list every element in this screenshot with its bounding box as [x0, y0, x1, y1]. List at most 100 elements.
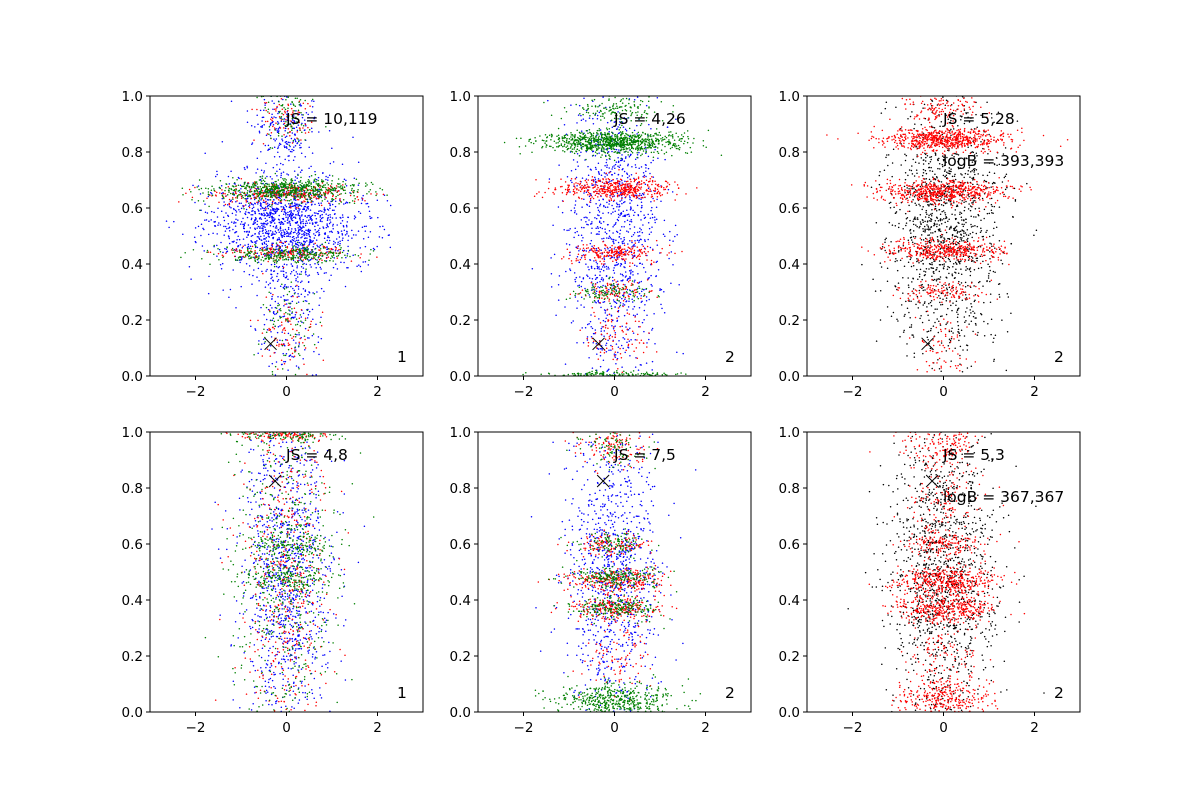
data-point — [313, 343, 316, 346]
data-point — [637, 235, 640, 237]
data-point — [225, 195, 227, 197]
data-point — [260, 239, 263, 241]
data-point — [287, 369, 289, 371]
data-point — [269, 225, 272, 227]
data-point — [617, 174, 620, 176]
data-point — [317, 256, 320, 259]
data-point — [277, 295, 279, 298]
data-point — [313, 194, 315, 197]
data-point — [224, 225, 227, 228]
data-point — [332, 189, 335, 191]
data-point — [313, 190, 315, 192]
data-point — [651, 226, 653, 228]
data-point — [247, 255, 250, 258]
data-point — [589, 259, 592, 261]
data-point — [287, 96, 289, 99]
data-point — [387, 234, 390, 236]
data-point — [609, 180, 611, 182]
data-point — [317, 189, 319, 192]
data-point — [312, 292, 314, 294]
data-point — [304, 222, 307, 225]
data-point — [259, 178, 262, 181]
data-point — [364, 245, 367, 248]
data-point — [291, 189, 294, 192]
data-point — [280, 201, 282, 203]
data-point — [339, 248, 342, 251]
data-point — [604, 182, 606, 185]
data-point — [325, 197, 327, 199]
data-point — [265, 230, 268, 233]
data-point — [285, 142, 288, 145]
data-point — [625, 195, 627, 198]
data-point — [300, 236, 302, 239]
data-point — [666, 185, 668, 188]
data-point — [282, 178, 284, 180]
data-point — [663, 291, 665, 293]
data-point — [319, 266, 322, 269]
data-point — [296, 198, 299, 201]
data-point — [261, 224, 263, 227]
data-point — [349, 194, 352, 197]
data-point — [279, 250, 281, 252]
data-point — [288, 306, 290, 309]
data-point — [616, 280, 619, 282]
data-point — [263, 195, 266, 197]
data-point — [281, 217, 284, 220]
data-point — [269, 249, 272, 251]
data-point — [605, 189, 607, 191]
data-point — [612, 225, 614, 228]
data-point — [198, 179, 201, 181]
data-point — [319, 249, 321, 252]
data-point — [347, 266, 349, 269]
data-point — [363, 225, 366, 228]
data-point — [375, 194, 377, 197]
data-point — [626, 279, 629, 281]
data-point — [284, 209, 286, 211]
data-point — [216, 173, 218, 176]
data-point — [312, 333, 315, 335]
data-point — [265, 162, 267, 164]
data-point — [631, 298, 633, 300]
data-point — [301, 196, 304, 198]
data-point — [277, 135, 280, 137]
data-point — [294, 176, 297, 178]
data-point — [340, 188, 342, 190]
data-point — [291, 179, 294, 182]
data-point — [211, 194, 214, 196]
data-point — [310, 215, 312, 217]
data-point — [216, 244, 218, 247]
data-point — [246, 253, 249, 255]
data-point — [579, 186, 582, 189]
data-point — [369, 253, 371, 255]
data-point — [282, 186, 284, 188]
data-point — [279, 110, 281, 113]
data-point — [591, 245, 593, 248]
data-point — [193, 236, 196, 238]
data-point — [271, 216, 274, 218]
data-point — [272, 120, 274, 123]
data-point — [369, 189, 372, 191]
data-point — [624, 185, 626, 187]
data-point — [618, 166, 621, 169]
data-point — [576, 192, 578, 194]
data-point — [298, 334, 300, 336]
data-point — [630, 173, 633, 176]
data-point — [314, 195, 316, 198]
data-point — [586, 323, 589, 326]
data-point — [280, 363, 283, 366]
data-point — [238, 194, 240, 196]
data-point — [210, 219, 212, 221]
data-point — [307, 253, 310, 256]
data-point — [264, 106, 266, 109]
data-point — [324, 194, 326, 197]
data-point — [241, 195, 244, 197]
data-point — [335, 252, 338, 254]
data-point — [262, 260, 265, 262]
data-point — [628, 155, 631, 158]
data-point — [630, 271, 632, 273]
data-point — [261, 189, 264, 192]
data-point — [624, 214, 627, 217]
data-point — [647, 221, 650, 224]
data-point — [574, 178, 577, 180]
data-point — [270, 292, 272, 295]
